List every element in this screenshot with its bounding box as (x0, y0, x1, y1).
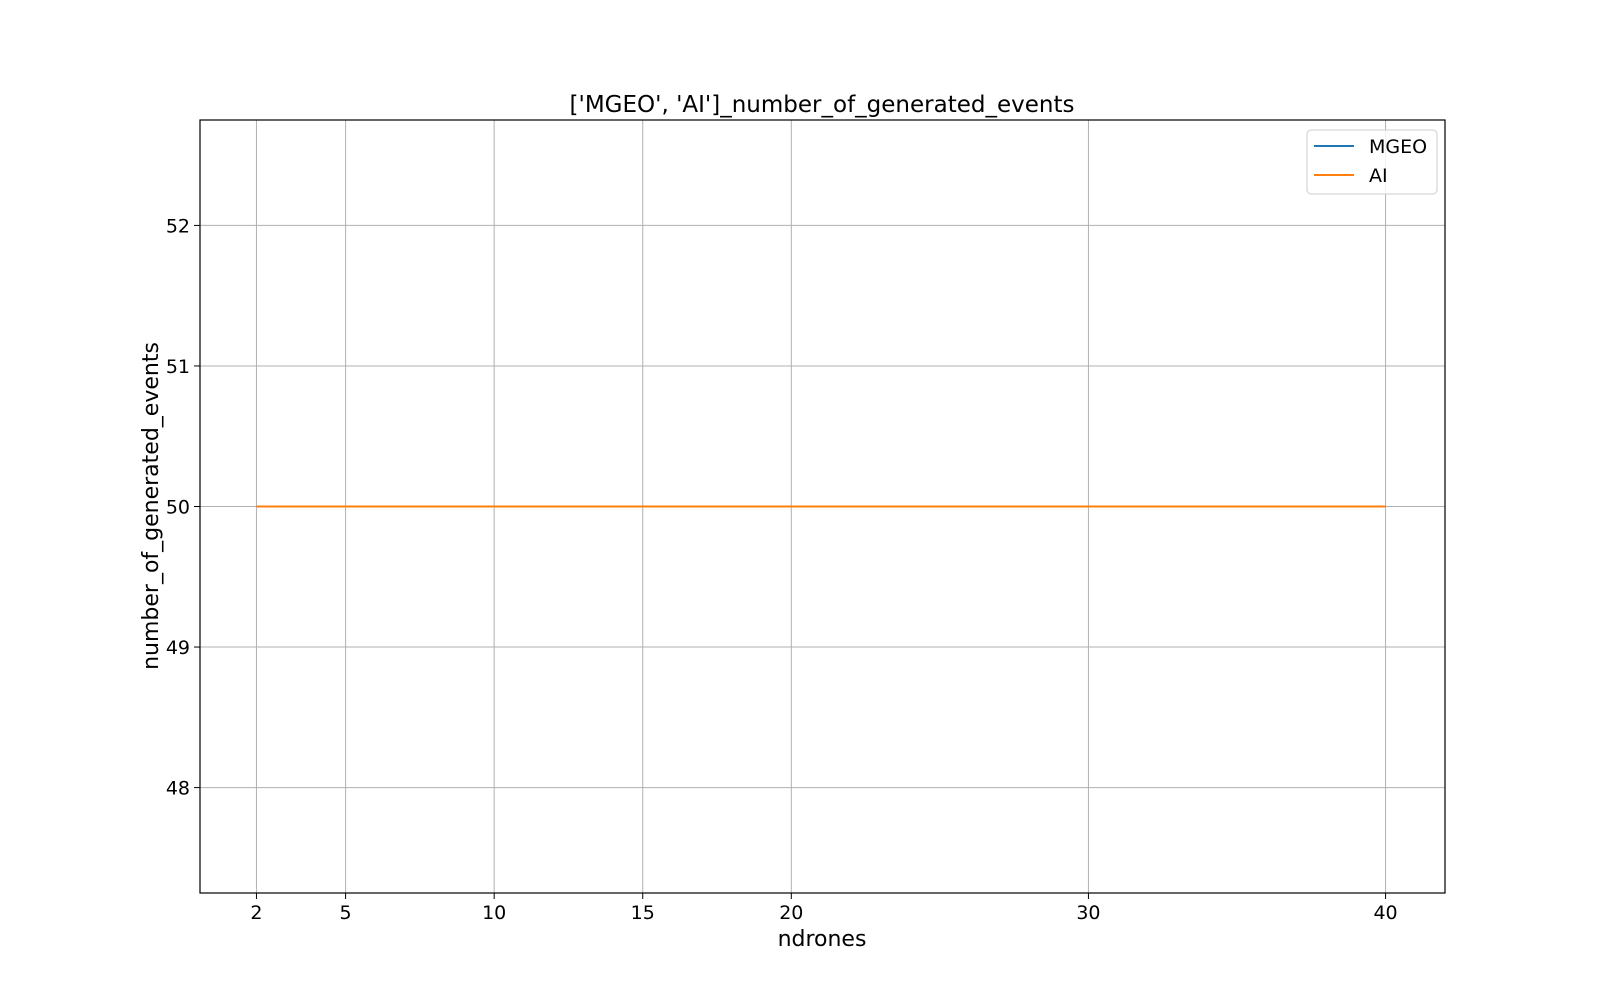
chart-title: ['MGEO', 'AI']_number_of_generated_event… (570, 92, 1075, 118)
y-tick-label: 49 (166, 637, 190, 659)
y-axis-title: number_of_generated_events (139, 342, 164, 670)
legend-label-mgeo: MGEO (1369, 136, 1427, 158)
x-tick-label: 2 (250, 902, 262, 924)
x-tick-label: 30 (1076, 902, 1100, 924)
y-tick-label: 52 (166, 215, 190, 237)
legend: MGEO AI (1306, 129, 1438, 195)
y-tick-label: 48 (166, 778, 190, 800)
x-tick-label: 40 (1373, 902, 1397, 924)
x-tick-label: 20 (779, 902, 803, 924)
x-tick-label: 5 (340, 902, 352, 924)
x-tick-label: 15 (631, 902, 655, 924)
y-tick-label: 50 (166, 497, 190, 519)
x-tick-label: 10 (482, 902, 506, 924)
tick-layer: 2 5 10 15 20 30 40 48 49 50 51 52 (166, 215, 1398, 924)
legend-label-ai: AI (1369, 165, 1388, 187)
x-axis-title: ndrones (778, 927, 867, 952)
y-tick-label: 51 (166, 356, 190, 378)
